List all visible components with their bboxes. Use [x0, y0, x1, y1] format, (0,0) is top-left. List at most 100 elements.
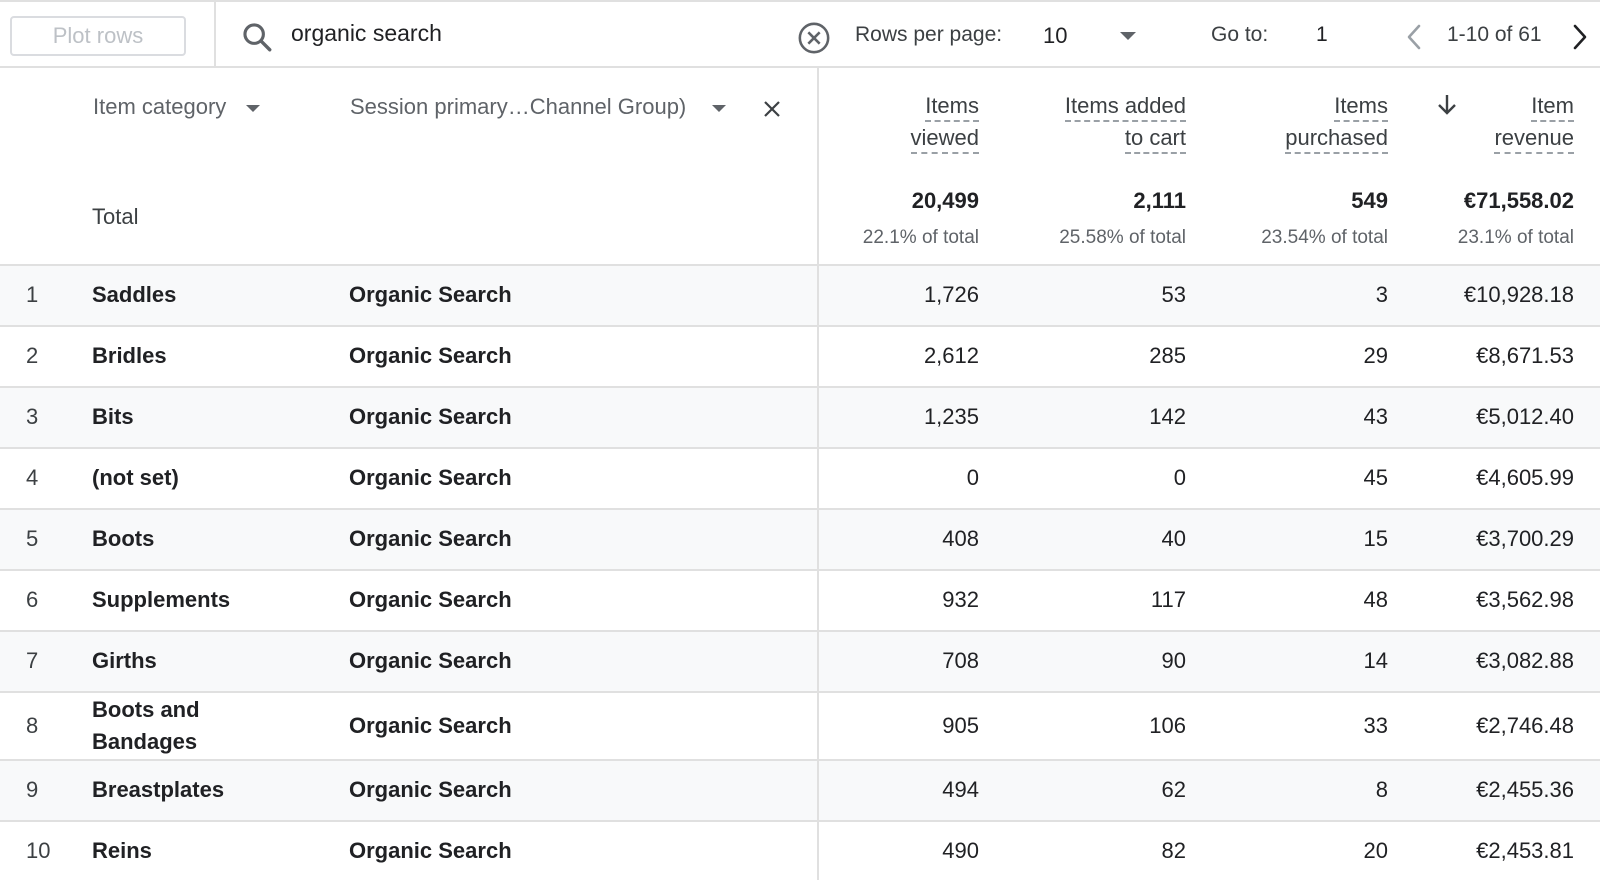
items-added-to-cart-cell: 117	[1150, 587, 1186, 612]
metric-header-line: viewed	[910, 124, 979, 154]
item-category-cell: Breastplates	[92, 777, 225, 802]
channel-group-cell: Organic Search	[349, 526, 512, 551]
total-value: 2,111	[1133, 188, 1186, 213]
items-added-to-cart-cell: 106	[1149, 713, 1186, 738]
item-category-cell: Boots and Bandages	[92, 697, 200, 754]
items-purchased-cell: 8	[1375, 777, 1388, 802]
row-number: 6	[26, 587, 39, 612]
total-percent: 22.1% of total	[862, 227, 979, 248]
channel-group-cell: Organic Search	[349, 777, 512, 802]
table-row[interactable]: 5 Boots Organic Search 408 40 15 €3,700.…	[0, 510, 1600, 571]
total-value: 549	[1351, 188, 1388, 213]
previous-page-icon[interactable]	[1402, 22, 1426, 52]
dimension-header-item-category[interactable]: Item category	[93, 94, 261, 120]
total-label: Total	[92, 204, 139, 229]
item-category-cell: Saddles	[92, 282, 177, 307]
metric-header-items-viewed[interactable]: Items viewed	[910, 90, 979, 154]
items-purchased-cell: 43	[1363, 404, 1388, 429]
search-icon	[243, 23, 272, 52]
table-row[interactable]: 2 Bridles Organic Search 2,612 285 29 €8…	[0, 327, 1600, 388]
metric-header-items-added-to-cart[interactable]: Items added to cart	[1064, 90, 1186, 154]
table-row[interactable]: 6 Supplements Organic Search 932 117 48 …	[0, 571, 1600, 632]
row-number: 9	[26, 777, 39, 802]
items-purchased-cell: 15	[1363, 526, 1388, 551]
metric-header-items-purchased[interactable]: Items purchased	[1285, 90, 1388, 154]
row-number: 2	[26, 343, 39, 368]
dimension-header-label: Session primary…Channel Group)	[350, 94, 687, 119]
items-purchased-cell: 3	[1375, 282, 1388, 307]
table-row[interactable]: 10 Reins Organic Search 490 82 20 €2,453…	[0, 822, 1600, 880]
chevron-down-icon[interactable]	[712, 104, 727, 112]
item-revenue-cell: €3,082.88	[1476, 648, 1574, 673]
metric-header-line: Item	[1531, 92, 1574, 122]
item-revenue-cell: €2,453.81	[1476, 838, 1574, 863]
plot-rows-button[interactable]: Plot rows	[10, 16, 186, 56]
goto-page-input[interactable]: 1	[1316, 23, 1328, 46]
table-row[interactable]: 4 (not set) Organic Search 0 0 45 €4,605…	[0, 449, 1600, 510]
table-row[interactable]: 9 Breastplates Organic Search 494 62 8 €…	[0, 761, 1600, 822]
items-added-to-cart-cell: 40	[1161, 526, 1186, 551]
items-added-to-cart-cell: 53	[1161, 282, 1186, 307]
rows-per-page-caret-icon[interactable]	[1120, 32, 1136, 40]
metric-header-line: to cart	[1124, 124, 1186, 154]
row-number: 7	[26, 648, 39, 673]
items-added-to-cart-cell: 142	[1149, 404, 1186, 429]
channel-group-cell: Organic Search	[349, 465, 512, 490]
items-viewed-cell: 708	[942, 648, 979, 673]
items-viewed-cell: 490	[942, 838, 979, 863]
table-toolbar: Plot rows organic search Rows per page: …	[0, 0, 1600, 68]
items-purchased-cell: 48	[1363, 587, 1388, 612]
items-purchased-cell: 14	[1363, 648, 1388, 673]
item-revenue-cell: €2,746.48	[1476, 713, 1574, 738]
page-range: 1-10 of 61	[1447, 23, 1542, 46]
total-percent: 25.58% of total	[1059, 227, 1186, 248]
dimension-header-channel-group[interactable]: Session primary…Channel Group)	[350, 94, 727, 120]
item-category-cell: Reins	[92, 838, 152, 863]
item-category-cell: Bits	[92, 404, 134, 429]
channel-group-cell: Organic Search	[349, 838, 512, 863]
item-category-cell: Boots	[92, 526, 155, 551]
items-viewed-cell: 905	[942, 713, 979, 738]
item-revenue-cell: €8,671.53	[1476, 343, 1574, 368]
item-category-cell: Bridles	[92, 343, 167, 368]
channel-group-cell: Organic Search	[349, 648, 512, 673]
total-value: €71,558.02	[1463, 188, 1574, 213]
metric-header-line: revenue	[1494, 124, 1574, 154]
items-viewed-cell: 494	[942, 777, 979, 802]
items-purchased-cell: 20	[1363, 838, 1388, 863]
sort-descending-icon[interactable]	[1436, 92, 1458, 118]
channel-group-cell: Organic Search	[349, 343, 512, 368]
table-row[interactable]: 3 Bits Organic Search 1,235 142 43 €5,01…	[0, 388, 1600, 449]
row-number: 5	[26, 526, 39, 551]
search-input[interactable]: organic search	[291, 20, 442, 46]
metric-header-line: Items	[1334, 92, 1388, 122]
item-revenue-cell: €4,605.99	[1476, 465, 1574, 490]
items-added-to-cart-cell: 90	[1161, 648, 1186, 673]
metric-header-line: purchased	[1285, 124, 1388, 154]
metric-header-line: Items	[925, 92, 979, 122]
item-category-cell: (not set)	[92, 465, 179, 490]
item-category-cell: Supplements	[92, 587, 231, 612]
row-number: 8	[26, 713, 39, 738]
items-viewed-cell: 0	[966, 465, 979, 490]
channel-group-cell: Organic Search	[349, 713, 512, 738]
row-number: 1	[26, 282, 39, 307]
dimension-header-label: Item category	[93, 94, 227, 119]
column-divider	[817, 68, 819, 880]
items-viewed-cell: 2,612	[923, 343, 979, 368]
metric-header-item-revenue[interactable]: Item revenue	[1494, 90, 1574, 154]
chevron-down-icon[interactable]	[246, 104, 261, 112]
items-added-to-cart-cell: 285	[1149, 343, 1186, 368]
rows-per-page-select[interactable]: 10	[1043, 23, 1068, 48]
row-number: 10	[26, 838, 51, 863]
total-value: 20,499	[911, 188, 979, 213]
remove-dimension-icon[interactable]	[762, 99, 782, 119]
table-row[interactable]: 1 Saddles Organic Search 1,726 53 3 €10,…	[0, 266, 1600, 327]
table-row[interactable]: 7 Girths Organic Search 708 90 14 €3,082…	[0, 632, 1600, 693]
item-revenue-cell: €3,562.98	[1476, 587, 1574, 612]
table-row[interactable]: 8 Boots and Bandages Organic Search 905 …	[0, 693, 1600, 761]
items-viewed-cell: 932	[942, 587, 979, 612]
clear-search-icon[interactable]	[797, 21, 831, 55]
next-page-icon[interactable]	[1568, 22, 1592, 52]
channel-group-cell: Organic Search	[349, 282, 512, 307]
